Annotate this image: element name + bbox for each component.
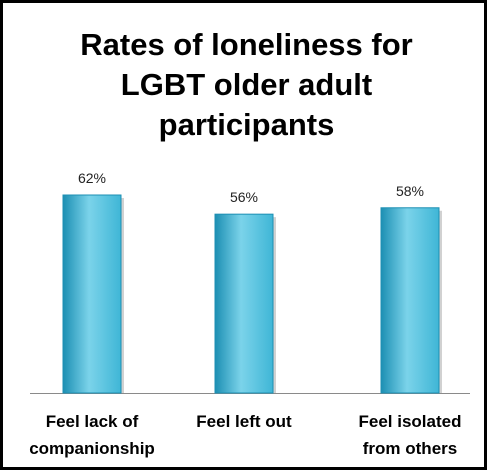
data-label-3: 58% [396,183,424,199]
category-label-3-line-2: from others [363,439,457,458]
data-label-2: 56% [230,189,258,205]
category-label-1-line-2: companionship [29,439,155,458]
bars-layer: 62% Feel lack of companionship 56% Feel left… [29,170,470,458]
bar-1 [62,194,122,394]
bar-3 [380,207,440,394]
category-label-1-line-1: Feel lack of [46,412,139,431]
data-label-1: 62% [78,170,106,186]
chart-title-line-1: Rates of loneliness for [80,27,413,62]
category-label-2-line-1: Feel left out [196,412,292,431]
chart-title-line-2: LGBT older adult [120,67,373,102]
chart-title: Rates of loneliness for LGBT older adult… [33,25,460,145]
chart-title-line-3: participants [158,107,335,142]
bar-2 [214,213,274,394]
category-label-3-line-1: Feel isolated [359,412,462,431]
